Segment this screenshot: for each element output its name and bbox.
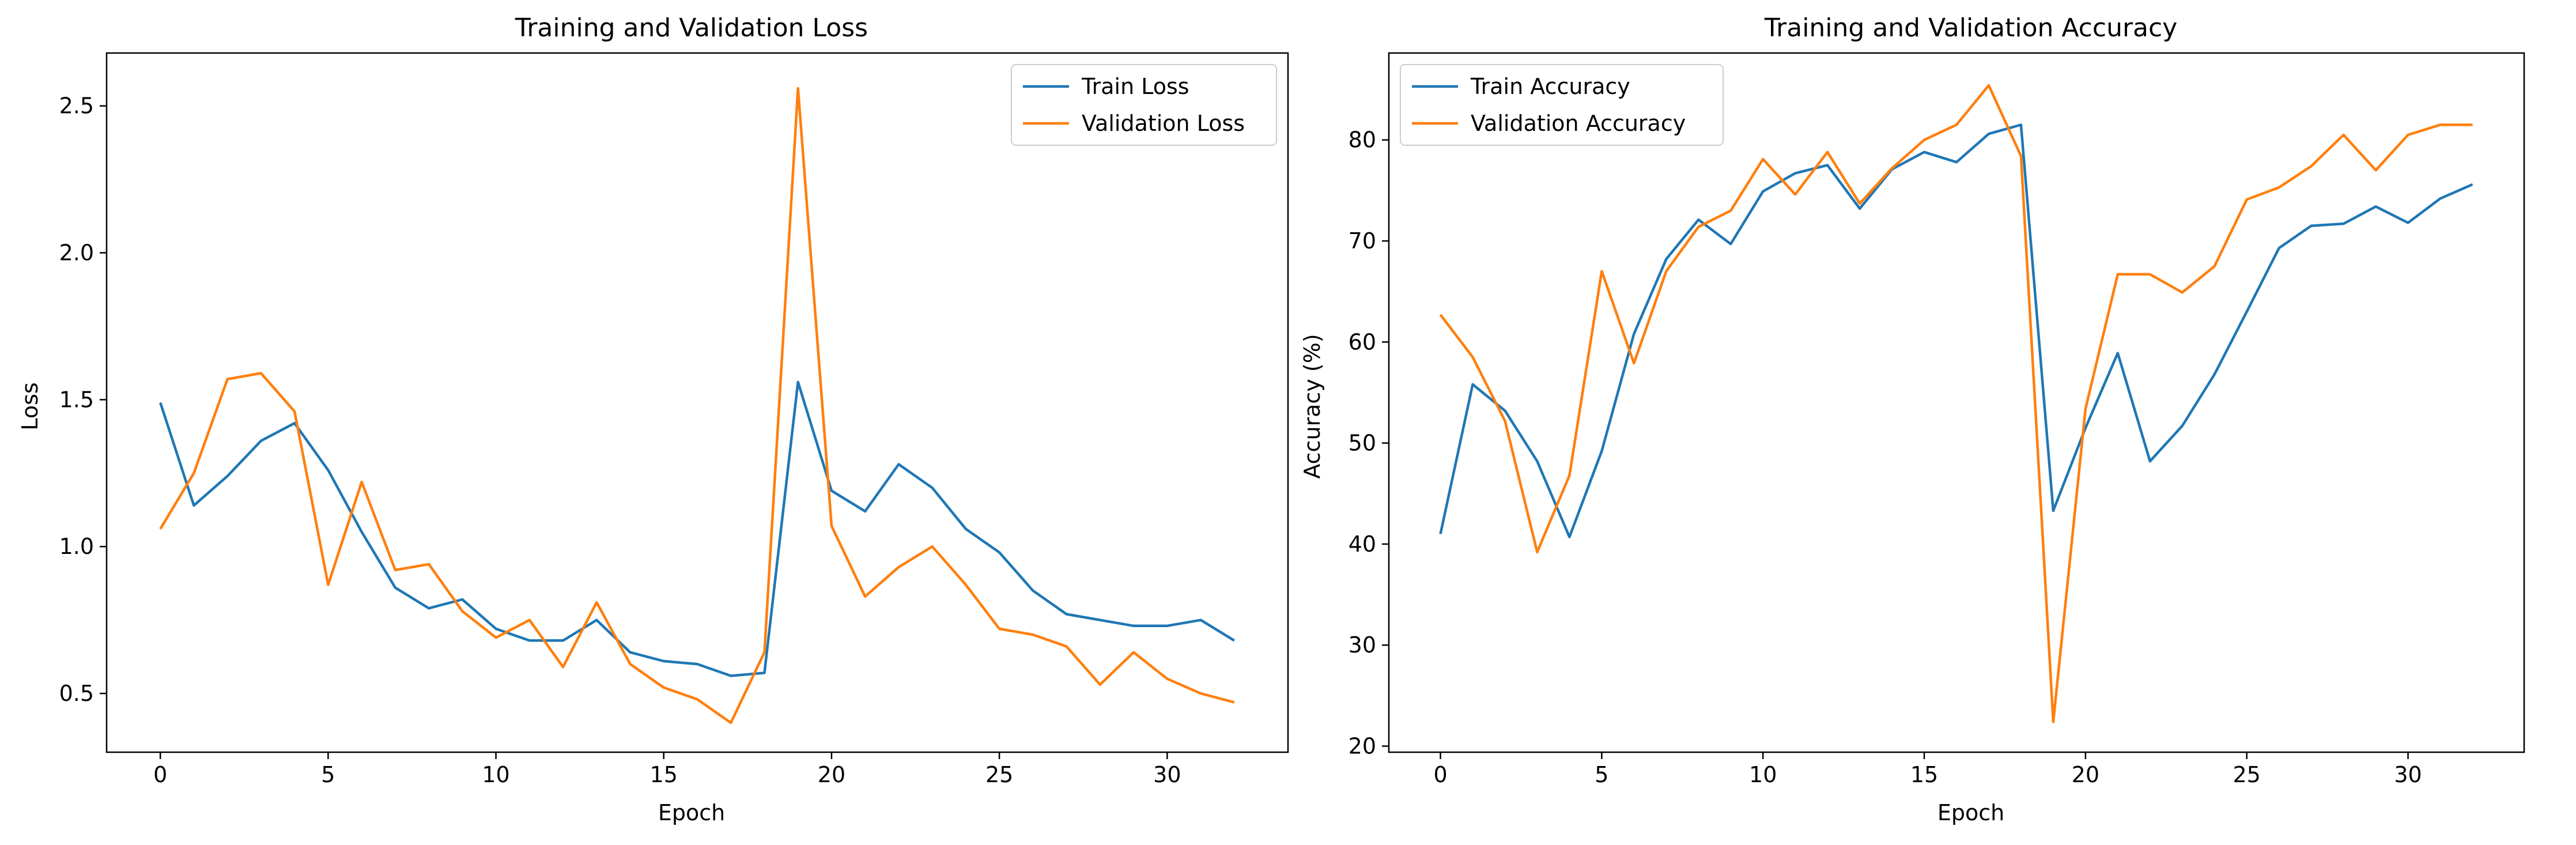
accuracy-x-tick-label: 5 <box>1595 762 1608 787</box>
loss-x-tick-label: 15 <box>650 762 678 787</box>
loss-chart-xlabel: Epoch <box>658 800 725 825</box>
accuracy-y-tick-label: 50 <box>1349 431 1376 456</box>
accuracy-y-tick-label: 40 <box>1349 531 1376 557</box>
loss-y-tick-label: 1.0 <box>59 534 94 559</box>
loss-legend-label: Validation Loss <box>1082 111 1245 136</box>
loss-chart: Training and Validation Loss Epoch Loss … <box>17 13 1289 825</box>
accuracy-y-tick-label: 70 <box>1349 228 1376 254</box>
loss-legend-box <box>1011 64 1277 146</box>
loss-x-tick-label: 5 <box>321 762 335 787</box>
accuracy-y-tick-label: 80 <box>1349 127 1376 153</box>
accuracy-x-tick-label: 15 <box>1910 762 1938 787</box>
loss-x-tick-label: 0 <box>153 762 167 787</box>
accuracy-legend: Train Accuracy Validation Accuracy <box>1400 64 1724 146</box>
accuracy-x-tick-label: 30 <box>2394 762 2422 787</box>
accuracy-chart-ylabel: Accuracy (%) <box>1300 334 1325 478</box>
loss-legend-label: Train Loss <box>1081 74 1189 99</box>
accuracy-legend-label: Train Accuracy <box>1470 74 1630 99</box>
loss-legend: Train Loss Validation Loss <box>1011 64 1277 146</box>
accuracy-series-line-validation <box>1439 84 2473 723</box>
accuracy-x-tick-label: 20 <box>2072 762 2099 787</box>
accuracy-legend-box <box>1400 64 1724 146</box>
loss-series-line-validation <box>159 86 1235 725</box>
accuracy-series-line-train <box>1439 123 2473 538</box>
accuracy-x-tick-label: 0 <box>1433 762 1447 787</box>
accuracy-x-tick-label: 25 <box>2233 762 2261 787</box>
accuracy-chart-title: Training and Validation Accuracy <box>1764 13 2178 43</box>
accuracy-y-tick-label: 30 <box>1349 632 1376 658</box>
loss-x-tick-label: 25 <box>985 762 1013 787</box>
loss-y-tick-label: 0.5 <box>59 681 94 706</box>
loss-y-tick-label: 2.5 <box>59 93 94 119</box>
accuracy-y-tick-label: 60 <box>1349 329 1376 354</box>
accuracy-plot-frame <box>1388 52 2525 753</box>
loss-y-tick-label: 1.5 <box>59 387 94 412</box>
accuracy-legend-label: Validation Accuracy <box>1471 111 1686 136</box>
accuracy-chart-xlabel: Epoch <box>1937 800 2004 825</box>
loss-series-line-train <box>159 380 1235 677</box>
accuracy-y-tick-label: 20 <box>1349 733 1376 759</box>
accuracy-x-tick-label: 10 <box>1749 762 1777 787</box>
loss-y-tick-label: 2.0 <box>59 240 94 266</box>
loss-x-tick-label: 20 <box>818 762 845 787</box>
loss-x-tick-label: 10 <box>482 762 509 787</box>
loss-chart-ylabel: Loss <box>17 382 43 430</box>
loss-x-tick-label: 30 <box>1153 762 1181 787</box>
loss-plot-frame <box>105 52 1289 753</box>
loss-chart-title: Training and Validation Loss <box>515 13 868 43</box>
accuracy-chart: Training and Validation Accuracy Epoch A… <box>1300 13 2525 825</box>
